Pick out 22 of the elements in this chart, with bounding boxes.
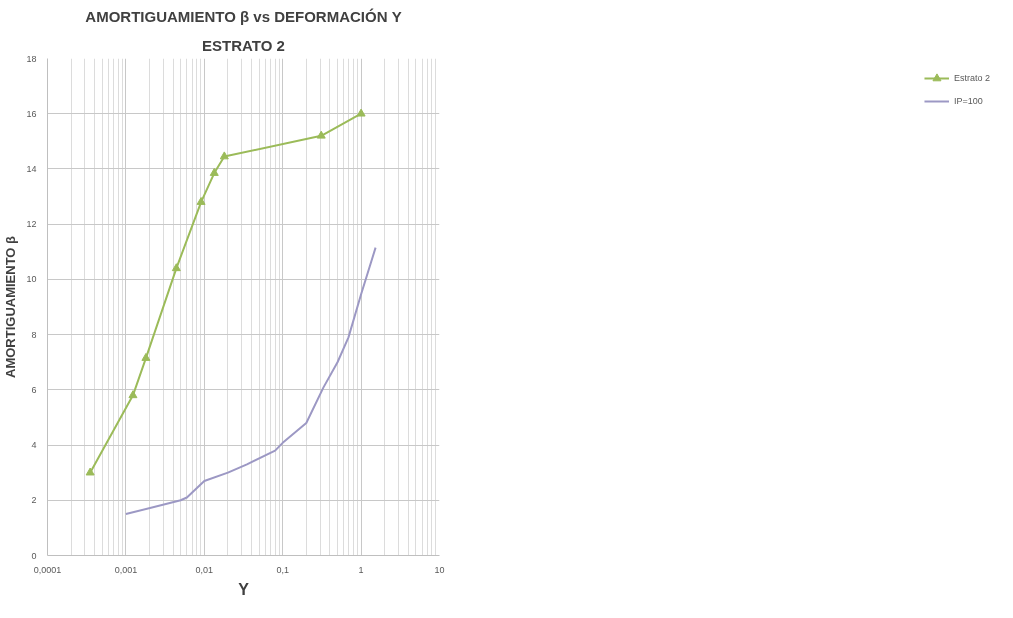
x-tick-label: 10 — [434, 564, 445, 575]
y-tick-label: 0 — [31, 550, 37, 561]
y-tick-label: 16 — [26, 108, 37, 119]
y-tick-label: 14 — [26, 163, 37, 174]
y-tick-label: 8 — [31, 329, 37, 340]
x-axis-title: Υ — [238, 580, 250, 598]
x-tick-label: 0,001 — [114, 564, 138, 575]
y-axis-title: AMORTIGUAMIENTO β — [3, 235, 19, 379]
chart-subtitle: ESTRATO 2 — [202, 36, 285, 54]
legend-label: Estrato 2 — [953, 73, 990, 83]
y-tick-label: 10 — [26, 274, 37, 285]
y-tick-label: 18 — [26, 53, 37, 64]
legend-label: IP=100 — [953, 96, 983, 106]
y-tick-label: 4 — [31, 440, 37, 451]
y-tick-label: 2 — [31, 495, 37, 506]
x-tick-label: 1 — [358, 564, 364, 575]
chart-title: AMORTIGUAMIENTO β vs DEFORMACIÓN Υ — [85, 7, 402, 25]
x-tick-label: 0,01 — [195, 564, 214, 575]
y-tick-label: 12 — [26, 219, 37, 230]
x-tick-label: 0,1 — [276, 564, 289, 575]
y-tick-label: 6 — [31, 384, 37, 395]
x-tick-label: 0,0001 — [33, 564, 62, 575]
